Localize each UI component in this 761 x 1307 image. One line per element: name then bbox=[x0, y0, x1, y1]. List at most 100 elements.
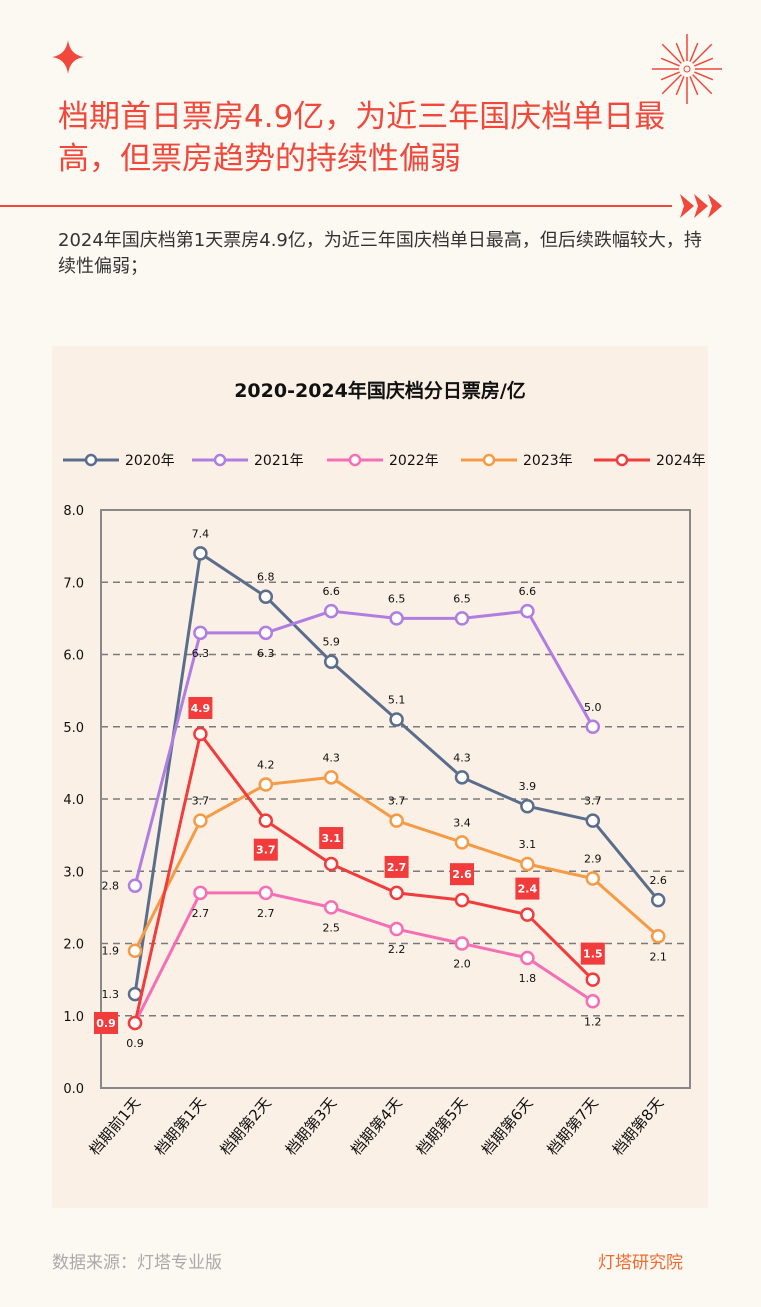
data-label-badge bbox=[450, 863, 474, 886]
data-label: 4.3 bbox=[453, 751, 471, 764]
data-label: 2.2 bbox=[388, 943, 406, 956]
data-label: 6.6 bbox=[519, 585, 537, 598]
data-label-badge bbox=[384, 855, 409, 878]
arrows-icon bbox=[680, 194, 722, 218]
data-label: 2.0 bbox=[453, 958, 471, 971]
data-source: 数据来源：灯塔专业版 bbox=[52, 1253, 222, 1273]
data-label: 3.7 bbox=[256, 844, 276, 857]
series-lines: 1.3 7.4 6.8 5.9 5.1 4.3 3.9 3.7 2.6 2.8 6.3 6.3 6.6 6… bbox=[94, 527, 667, 1050]
data-point bbox=[389, 712, 404, 727]
data-point bbox=[193, 546, 208, 561]
data-point bbox=[323, 654, 339, 669]
data-point bbox=[323, 856, 339, 872]
data-point bbox=[585, 994, 601, 1009]
y-tick-label: 2.0 bbox=[63, 938, 84, 953]
legend-label: 2020年 bbox=[125, 453, 175, 469]
data-point bbox=[585, 813, 601, 828]
sparkle-icon bbox=[52, 40, 84, 74]
data-label: 2.4 bbox=[518, 883, 538, 896]
x-tick-label: 档期第8天 bbox=[609, 1094, 667, 1159]
data-point bbox=[258, 777, 274, 792]
legend-label: 2021年 bbox=[254, 453, 304, 469]
y-tick-label: 1.0 bbox=[63, 1010, 84, 1025]
data-label: 3.7 bbox=[388, 795, 406, 808]
series-line bbox=[133, 609, 595, 887]
data-label-badge bbox=[188, 696, 213, 719]
data-point bbox=[389, 611, 404, 626]
title-divider bbox=[0, 205, 672, 207]
data-label: 3.7 bbox=[584, 795, 602, 808]
page-subtitle: 2024年国庆档第1天票房4.9亿，为近三年国庆档单日最高，但后续跌幅较大，持续… bbox=[58, 230, 702, 277]
data-point bbox=[323, 900, 339, 915]
chart-panel bbox=[52, 346, 708, 1208]
y-axis: 0.0 1.0 2.0 3.0 4.0 5.0 6.0 7.0 8.0 bbox=[63, 504, 84, 1097]
data-point bbox=[585, 871, 601, 886]
x-tick-label: 档期第4天 bbox=[347, 1094, 405, 1159]
data-label: 5.0 bbox=[584, 701, 602, 714]
series-2023年: 1.9 3.7 4.2 4.3 3.7 3.4 3.1 2.9 2.1 bbox=[102, 751, 667, 963]
series-line bbox=[133, 891, 594, 1024]
chart-title: 2020-2024年国庆档分日票房/亿 bbox=[234, 379, 526, 402]
x-tick-label: 档期第6天 bbox=[478, 1094, 536, 1159]
data-label: 2.6 bbox=[452, 868, 472, 881]
data-point bbox=[454, 892, 470, 908]
data-point bbox=[193, 885, 208, 901]
data-label: 4.3 bbox=[322, 751, 340, 764]
data-point bbox=[258, 813, 274, 828]
data-label: 0.9 bbox=[126, 1037, 144, 1050]
brand-logo: 灯塔研究院 bbox=[598, 1253, 683, 1273]
legend-marker bbox=[615, 453, 629, 467]
data-label: 6.3 bbox=[192, 647, 210, 660]
data-label: 2.9 bbox=[584, 852, 602, 865]
legend-label: 2023年 bbox=[523, 453, 573, 469]
data-point bbox=[258, 885, 274, 901]
y-tick-label: 7.0 bbox=[63, 576, 84, 591]
data-label: 5.9 bbox=[322, 636, 340, 649]
data-point bbox=[323, 603, 339, 619]
data-point bbox=[127, 878, 143, 893]
data-label: 3.4 bbox=[453, 816, 471, 829]
data-point bbox=[127, 943, 143, 958]
data-label-badge bbox=[94, 1011, 118, 1034]
data-point bbox=[389, 813, 404, 828]
legend-marker bbox=[84, 453, 98, 467]
data-label: 7.4 bbox=[192, 527, 210, 540]
data-label-badge bbox=[253, 838, 278, 861]
series-2021年: 2.8 6.3 6.3 6.6 6.5 6.5 6.6 5.0 bbox=[102, 585, 602, 893]
data-point bbox=[585, 719, 601, 734]
x-tick-label: 档期第5天 bbox=[413, 1094, 471, 1159]
data-label: 1.9 bbox=[102, 945, 120, 958]
data-label: 2.1 bbox=[649, 950, 667, 963]
data-label: 2.8 bbox=[102, 880, 120, 893]
data-label: 2.7 bbox=[257, 907, 275, 920]
data-label: 0.9 bbox=[96, 1017, 116, 1030]
x-tick-label: 档期第2天 bbox=[216, 1094, 274, 1159]
data-point bbox=[650, 929, 666, 944]
firework-icon bbox=[652, 34, 722, 104]
grid bbox=[101, 581, 690, 1017]
legend: 2020年 2021年 2022年 2023年 2024年 bbox=[63, 453, 706, 469]
data-label: 3.1 bbox=[519, 838, 537, 851]
legend-marker bbox=[348, 453, 362, 467]
data-point bbox=[585, 972, 601, 987]
data-label: 2.6 bbox=[649, 874, 667, 887]
legend-marker bbox=[213, 453, 227, 467]
data-point bbox=[520, 856, 535, 872]
data-point bbox=[389, 885, 404, 901]
data-point bbox=[454, 936, 470, 951]
data-label: 6.6 bbox=[322, 585, 340, 598]
data-point bbox=[454, 835, 470, 850]
data-point bbox=[127, 1015, 143, 1031]
data-point bbox=[520, 950, 535, 966]
data-label: 2.5 bbox=[322, 921, 340, 934]
y-tick-label: 3.0 bbox=[63, 865, 84, 880]
y-tick-label: 0.0 bbox=[63, 1082, 84, 1097]
data-label: 3.1 bbox=[321, 832, 341, 845]
data-label: 6.3 bbox=[257, 647, 275, 660]
series-2024年: 0.9 4.9 3.7 3.1 2.7 2.6 2.4 1.5 bbox=[94, 696, 605, 1034]
y-tick-label: 4.0 bbox=[63, 793, 84, 808]
data-point bbox=[454, 770, 470, 785]
data-label: 1.8 bbox=[519, 972, 537, 985]
data-point bbox=[258, 589, 274, 604]
